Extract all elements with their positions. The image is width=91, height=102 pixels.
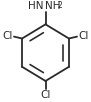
Text: NH: NH [46, 1, 61, 11]
Text: Cl: Cl [40, 90, 51, 100]
Text: HN: HN [28, 1, 44, 11]
Text: Cl: Cl [78, 31, 88, 41]
Text: 2: 2 [58, 1, 62, 10]
Text: Cl: Cl [3, 31, 13, 41]
